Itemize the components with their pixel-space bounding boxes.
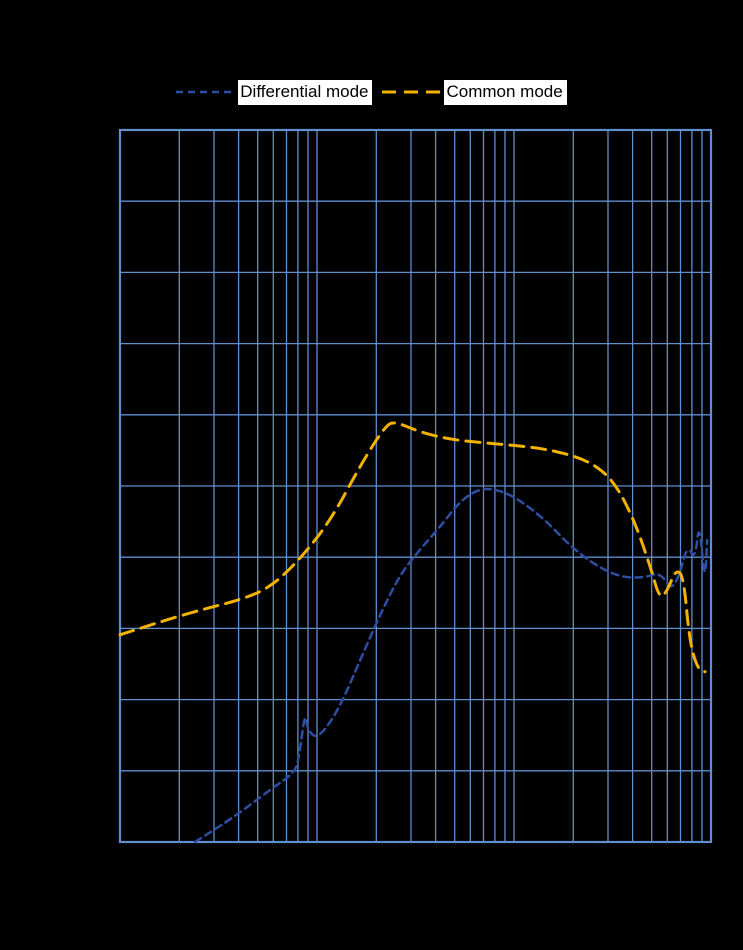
legend-item-common-mode: Common mode [382,80,567,105]
legend-item-differential-mode: Differential mode [176,80,373,105]
series-line-common-mode [118,421,707,674]
common-mode-line-swatch-icon [382,90,441,94]
legend-label-common-mode: Common mode [444,80,567,105]
series-line-differential-mode [193,487,709,844]
plot-border [118,128,713,844]
legend-label-differential-mode: Differential mode [238,80,373,105]
chart-legend: Differential mode Common mode [0,80,743,105]
differential-mode-line-swatch-icon [176,91,235,94]
